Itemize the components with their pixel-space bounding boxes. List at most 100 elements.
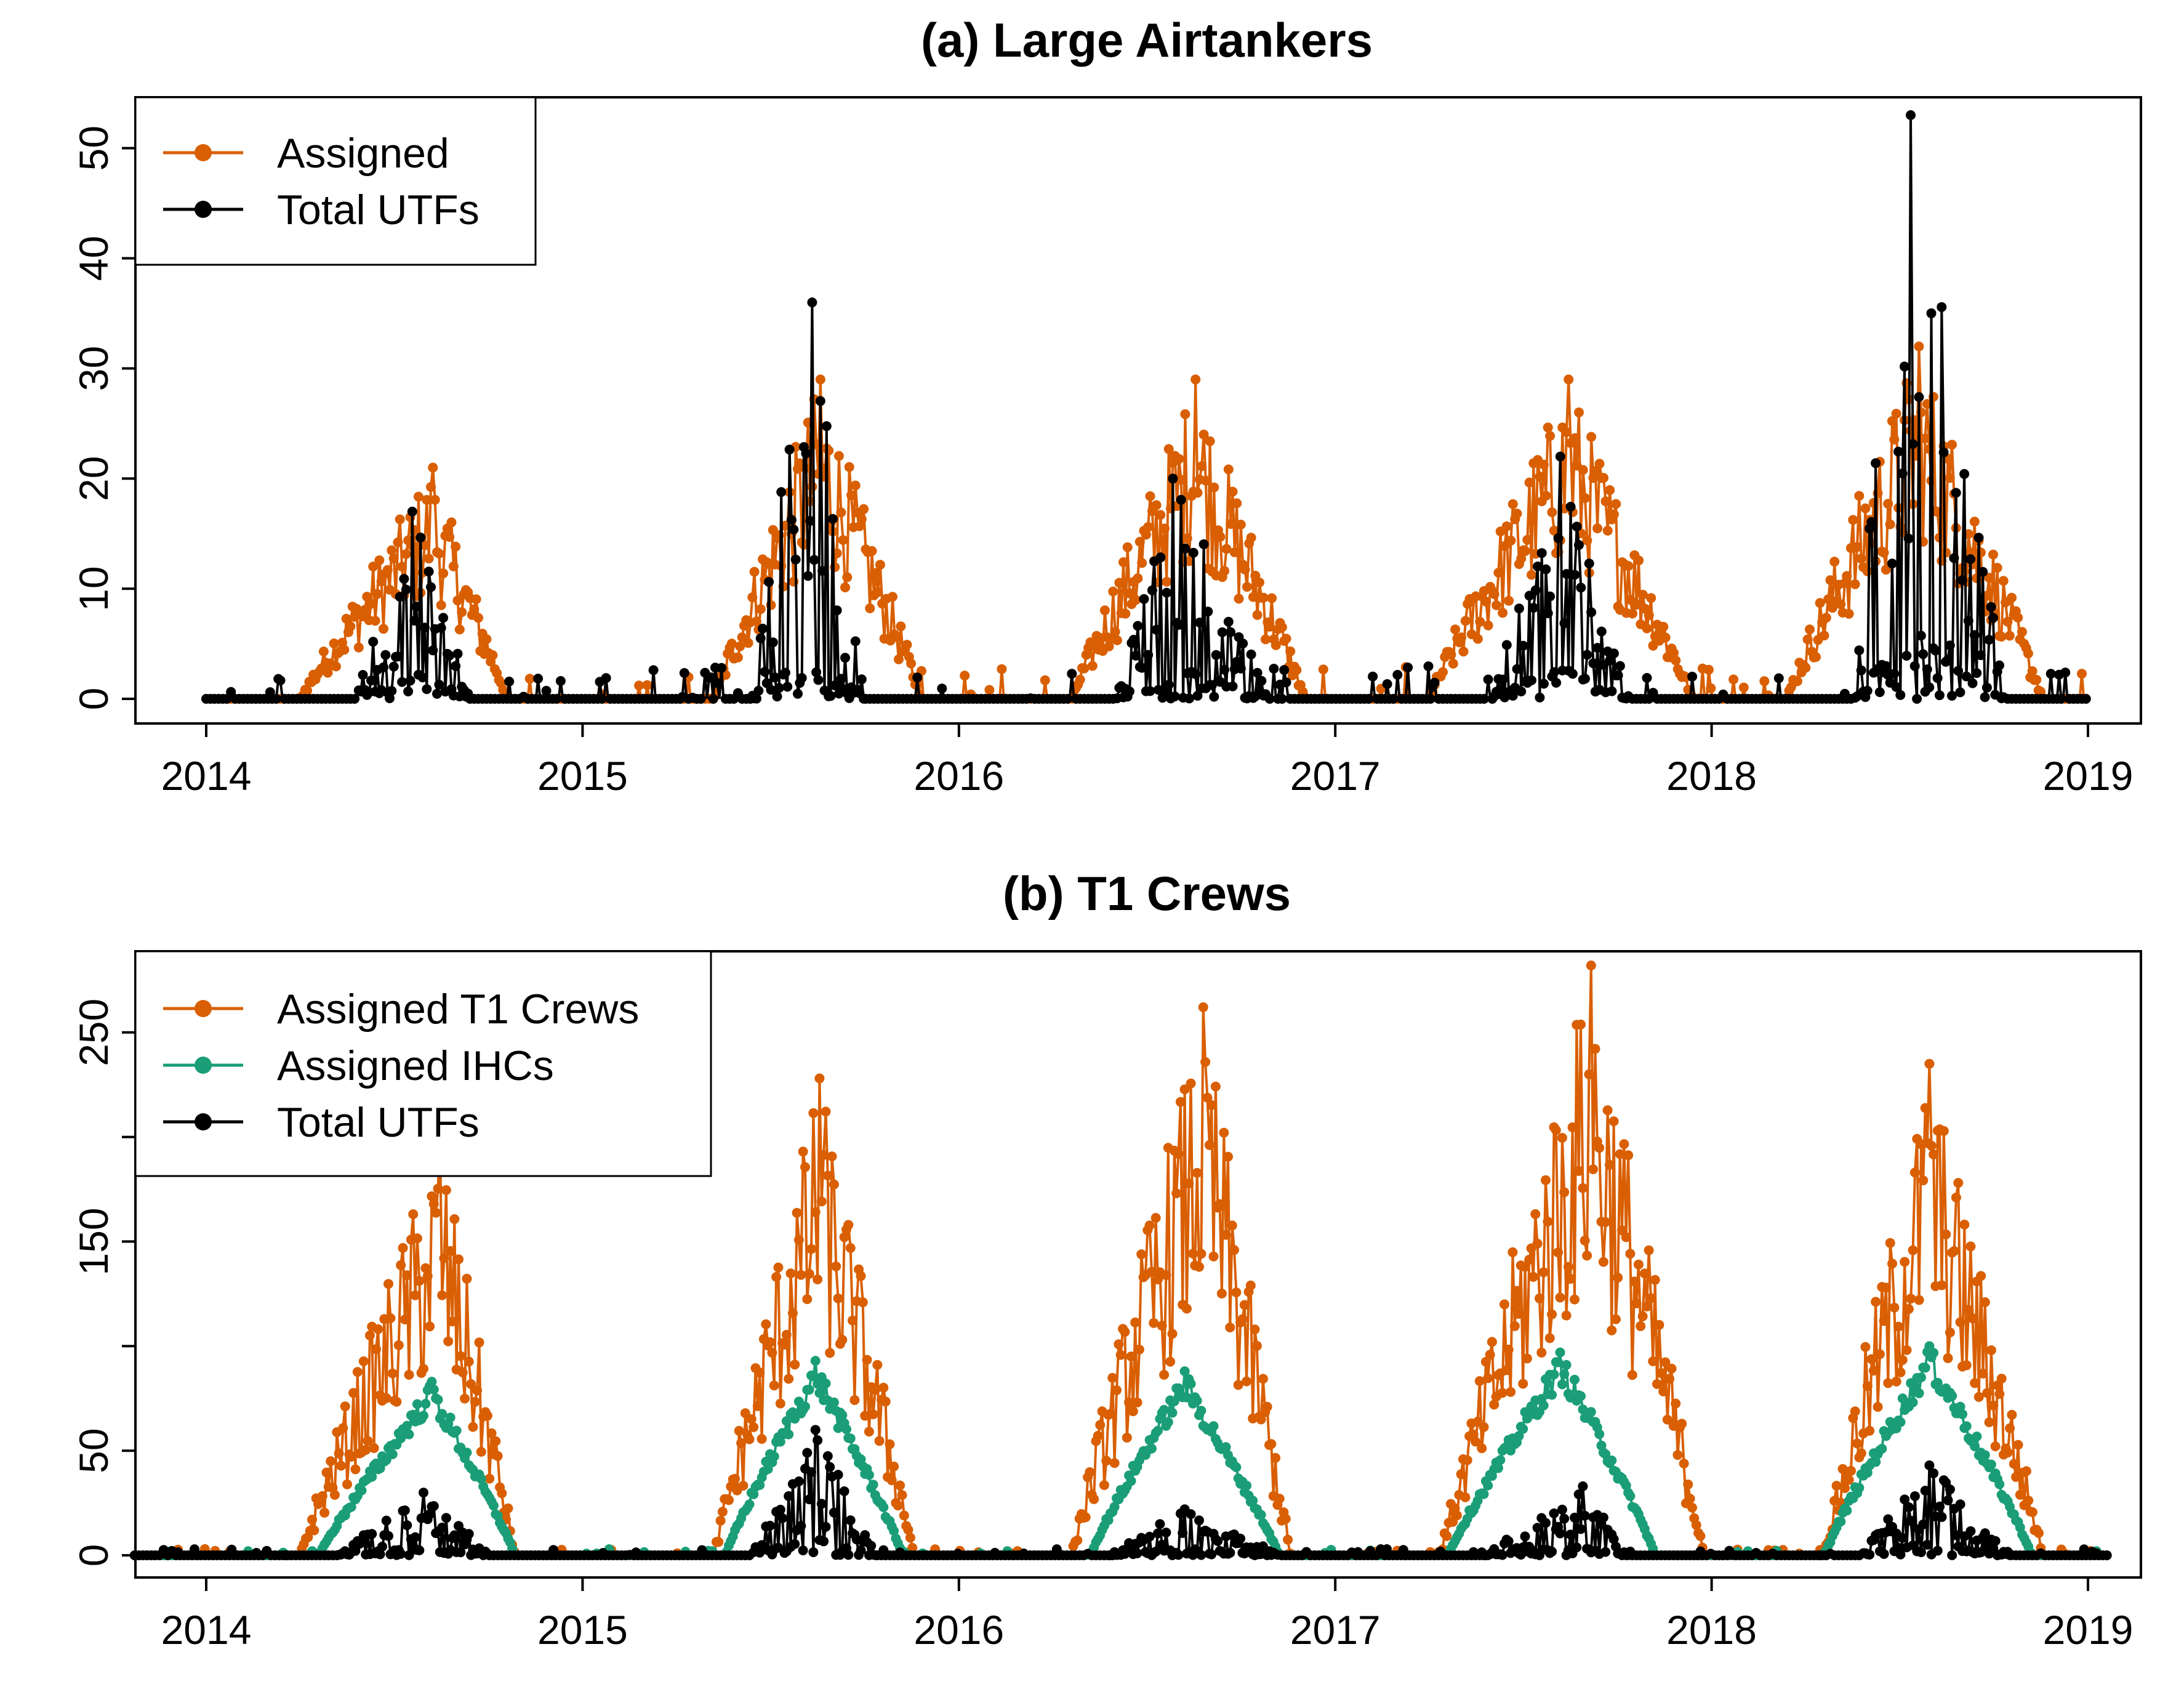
data-point bbox=[1887, 1259, 1897, 1269]
data-point bbox=[339, 645, 350, 655]
data-point bbox=[1728, 674, 1739, 685]
data-point bbox=[473, 613, 483, 623]
data-point bbox=[1144, 1220, 1155, 1231]
data-point bbox=[866, 1541, 877, 1551]
data-point bbox=[903, 1525, 913, 1535]
data-point bbox=[1945, 1327, 1955, 1337]
data-point bbox=[1598, 1512, 1608, 1523]
y-tick-label-0: 0 bbox=[71, 688, 116, 711]
data-point bbox=[1967, 678, 1978, 688]
data-point bbox=[1908, 1245, 1918, 1255]
data-point bbox=[767, 1348, 777, 1358]
data-point bbox=[1536, 548, 1547, 558]
data-point bbox=[1998, 576, 2009, 586]
data-point bbox=[1192, 691, 1203, 701]
data-point bbox=[430, 494, 440, 505]
data-point bbox=[787, 1308, 798, 1318]
data-point bbox=[331, 661, 341, 672]
data-point bbox=[840, 582, 850, 592]
data-point bbox=[775, 1436, 785, 1447]
data-point bbox=[1652, 1379, 1662, 1389]
data-point bbox=[1874, 1349, 1885, 1360]
data-point bbox=[2017, 627, 2027, 637]
data-point bbox=[2102, 1550, 2112, 1560]
data-point bbox=[1565, 1529, 1576, 1540]
data-point bbox=[1980, 692, 1990, 703]
data-point bbox=[1582, 1251, 1592, 1261]
data-point bbox=[800, 1401, 810, 1412]
data-point bbox=[997, 664, 1007, 674]
data-point bbox=[1512, 1286, 1522, 1296]
data-point bbox=[734, 1425, 744, 1436]
data-point bbox=[1182, 533, 1192, 544]
data-point bbox=[1926, 1140, 1937, 1151]
data-point bbox=[434, 679, 444, 690]
data-point bbox=[1672, 1450, 1683, 1460]
data-point bbox=[408, 1209, 419, 1219]
data-point bbox=[404, 1429, 414, 1440]
data-point bbox=[1854, 1483, 1865, 1493]
data-point bbox=[1945, 640, 1955, 651]
data-point bbox=[1961, 1360, 1972, 1371]
legend-assigned-t1-crews-marker bbox=[195, 1000, 212, 1017]
data-point bbox=[792, 1207, 802, 1218]
data-point bbox=[1137, 663, 1147, 673]
data-point bbox=[1801, 663, 1811, 673]
data-point bbox=[1248, 1496, 1258, 1506]
data-point bbox=[1901, 651, 1912, 661]
y-tick-label-50: 50 bbox=[71, 126, 116, 171]
data-point bbox=[1862, 685, 1873, 696]
data-point bbox=[735, 641, 745, 651]
data-point bbox=[1561, 1310, 1572, 1321]
data-point bbox=[471, 594, 481, 605]
data-point bbox=[1852, 1438, 1863, 1449]
data-point bbox=[1543, 608, 1553, 618]
data-point bbox=[380, 650, 391, 660]
legend-assigned-marker bbox=[195, 144, 212, 161]
series-assigned-ihcs bbox=[129, 1341, 2112, 1560]
data-point bbox=[468, 1422, 478, 1432]
data-point bbox=[810, 1425, 821, 1435]
data-point bbox=[1147, 1267, 1157, 1277]
data-point bbox=[1205, 436, 1215, 446]
data-point bbox=[1563, 1262, 1573, 1272]
data-point bbox=[801, 448, 811, 459]
data-point bbox=[1109, 1502, 1120, 1512]
data-point bbox=[1093, 1430, 1103, 1441]
data-point bbox=[1213, 1536, 1223, 1546]
data-point bbox=[456, 1351, 466, 1361]
data-point bbox=[1850, 1406, 1860, 1417]
data-point bbox=[474, 1337, 484, 1348]
panel-a-title: (a) Large Airtankers bbox=[921, 13, 1373, 67]
data-point bbox=[1854, 645, 1865, 656]
data-point bbox=[1850, 579, 1860, 589]
data-point bbox=[874, 1436, 885, 1446]
data-point bbox=[1255, 578, 1264, 587]
data-point bbox=[1920, 1486, 1930, 1496]
data-point bbox=[1897, 468, 1908, 478]
data-point bbox=[433, 1183, 443, 1194]
data-point bbox=[1860, 503, 1871, 514]
data-point bbox=[1963, 616, 1973, 626]
data-point bbox=[1462, 1455, 1472, 1465]
data-point bbox=[1271, 640, 1281, 650]
data-point bbox=[1959, 469, 1970, 479]
data-point bbox=[1192, 1167, 1202, 1178]
data-point bbox=[1590, 465, 1600, 476]
data-point bbox=[1489, 589, 1499, 599]
data-point bbox=[504, 676, 515, 687]
data-point bbox=[960, 671, 970, 681]
data-point bbox=[1460, 1492, 1471, 1502]
data-point bbox=[1685, 1494, 1695, 1504]
data-point bbox=[1572, 522, 1582, 532]
data-point bbox=[1115, 1350, 1126, 1360]
data-point bbox=[426, 582, 436, 592]
data-point bbox=[1825, 575, 1836, 586]
panel-b-series bbox=[129, 961, 2112, 1560]
data-point bbox=[1633, 1259, 1644, 1270]
data-point bbox=[1186, 1379, 1196, 1389]
data-point bbox=[857, 1297, 868, 1308]
data-point bbox=[1703, 664, 1714, 675]
data-point bbox=[1388, 694, 1399, 704]
data-point bbox=[1972, 668, 1982, 679]
